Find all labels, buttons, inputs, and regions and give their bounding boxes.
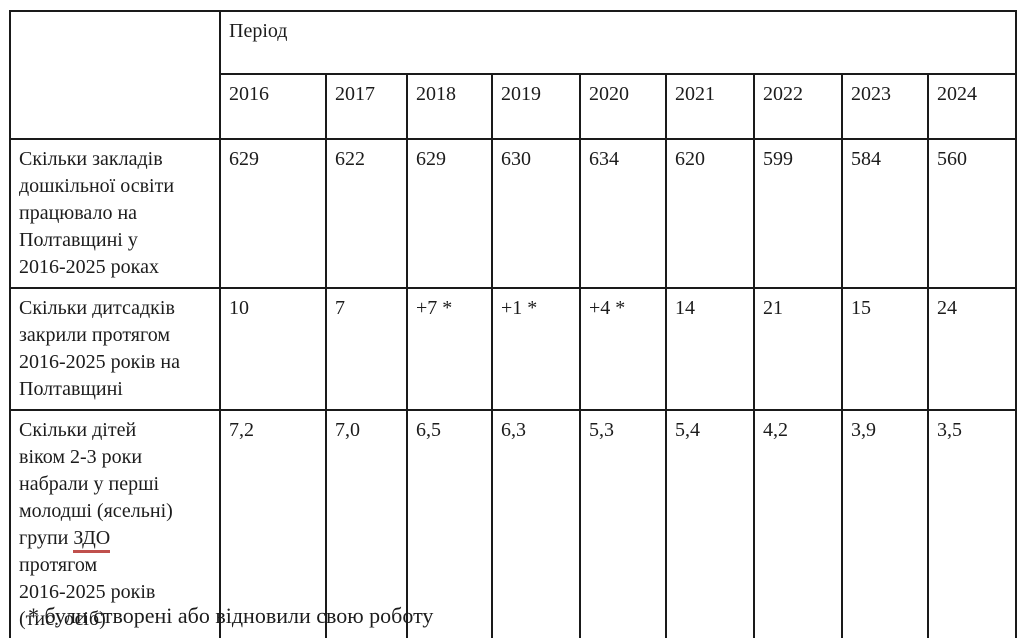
row-label-children-after: протягом 2016-2025 років (тис. осіб) (19, 554, 156, 630)
value-cell: 629 (406, 138, 493, 289)
value-cell: +7 * (406, 287, 493, 411)
year-header-cell-2022: 2022 (753, 73, 843, 140)
value-cell: +4 * (579, 287, 667, 411)
year-header-cell-2017: 2017 (325, 73, 408, 140)
value-cell: 7 (325, 287, 408, 411)
footnote-text: * були створені або відновили свою робот… (28, 603, 434, 628)
value-cell: 21 (753, 287, 843, 411)
value-cell: 15 (841, 287, 929, 411)
value-cell: 584 (841, 138, 929, 289)
period-header-cell: Період (218, 10, 1018, 75)
year-header-cell-2023: 2023 (841, 73, 929, 140)
value-cell: 7,2 (219, 409, 327, 638)
value-cell: 3,5 (926, 409, 1018, 638)
value-cell: 634 (579, 138, 667, 289)
year-header-cell-2018: 2018 (406, 73, 493, 140)
value-cell: 10 (219, 287, 327, 411)
year-header-cell-2019: 2019 (491, 73, 581, 140)
row-label-children: Скільки дітей віком 2-3 роки набрали у п… (9, 409, 221, 638)
value-cell: 14 (665, 287, 755, 411)
header-row-years: 2016 2017 2018 2019 2020 2021 2022 2023 … (10, 73, 1018, 140)
year-header-cell-2021: 2021 (665, 73, 755, 140)
zdo-red-underlined-term: ЗДО (73, 527, 111, 553)
row-label-facilities: Скільки закладів дошкільної освіти працю… (9, 138, 221, 289)
value-cell: 560 (926, 138, 1018, 289)
data-table: Період 2016 2017 2018 2019 2020 2021 202… (9, 10, 1018, 638)
value-cell: 599 (753, 138, 843, 289)
value-cell: 620 (665, 138, 755, 289)
value-cell: 3,9 (841, 409, 929, 638)
row-label-children-before: Скільки дітей віком 2-3 роки набрали у п… (19, 419, 173, 549)
year-header-cell-2024: 2024 (926, 73, 1018, 140)
value-cell: 5,3 (579, 409, 667, 638)
year-header-cell-2020: 2020 (579, 73, 667, 140)
value-cell: 4,2 (753, 409, 843, 638)
value-cell: 24 (926, 287, 1018, 411)
value-cell: 6,5 (406, 409, 493, 638)
table-row-closed: Скільки дитсадків закрили протягом 2016-… (9, 287, 1018, 411)
row-label-closed: Скільки дитсадків закрили протягом 2016-… (9, 287, 221, 411)
corner-empty-cell (9, 10, 221, 140)
table-row-facilities: Скільки закладів дошкільної освіти працю… (9, 138, 1018, 289)
table-row-children: Скільки дітей віком 2-3 роки набрали у п… (9, 409, 1018, 638)
year-header-cell-2016: 2016 (219, 73, 327, 140)
value-cell: 629 (219, 138, 327, 289)
value-cell: 630 (491, 138, 581, 289)
value-cell: 5,4 (665, 409, 755, 638)
value-cell: +1 * (491, 287, 581, 411)
value-cell: 622 (325, 138, 408, 289)
header-row-period: Період (9, 10, 1018, 140)
value-cell: 7,0 (325, 409, 408, 638)
value-cell: 6,3 (491, 409, 581, 638)
